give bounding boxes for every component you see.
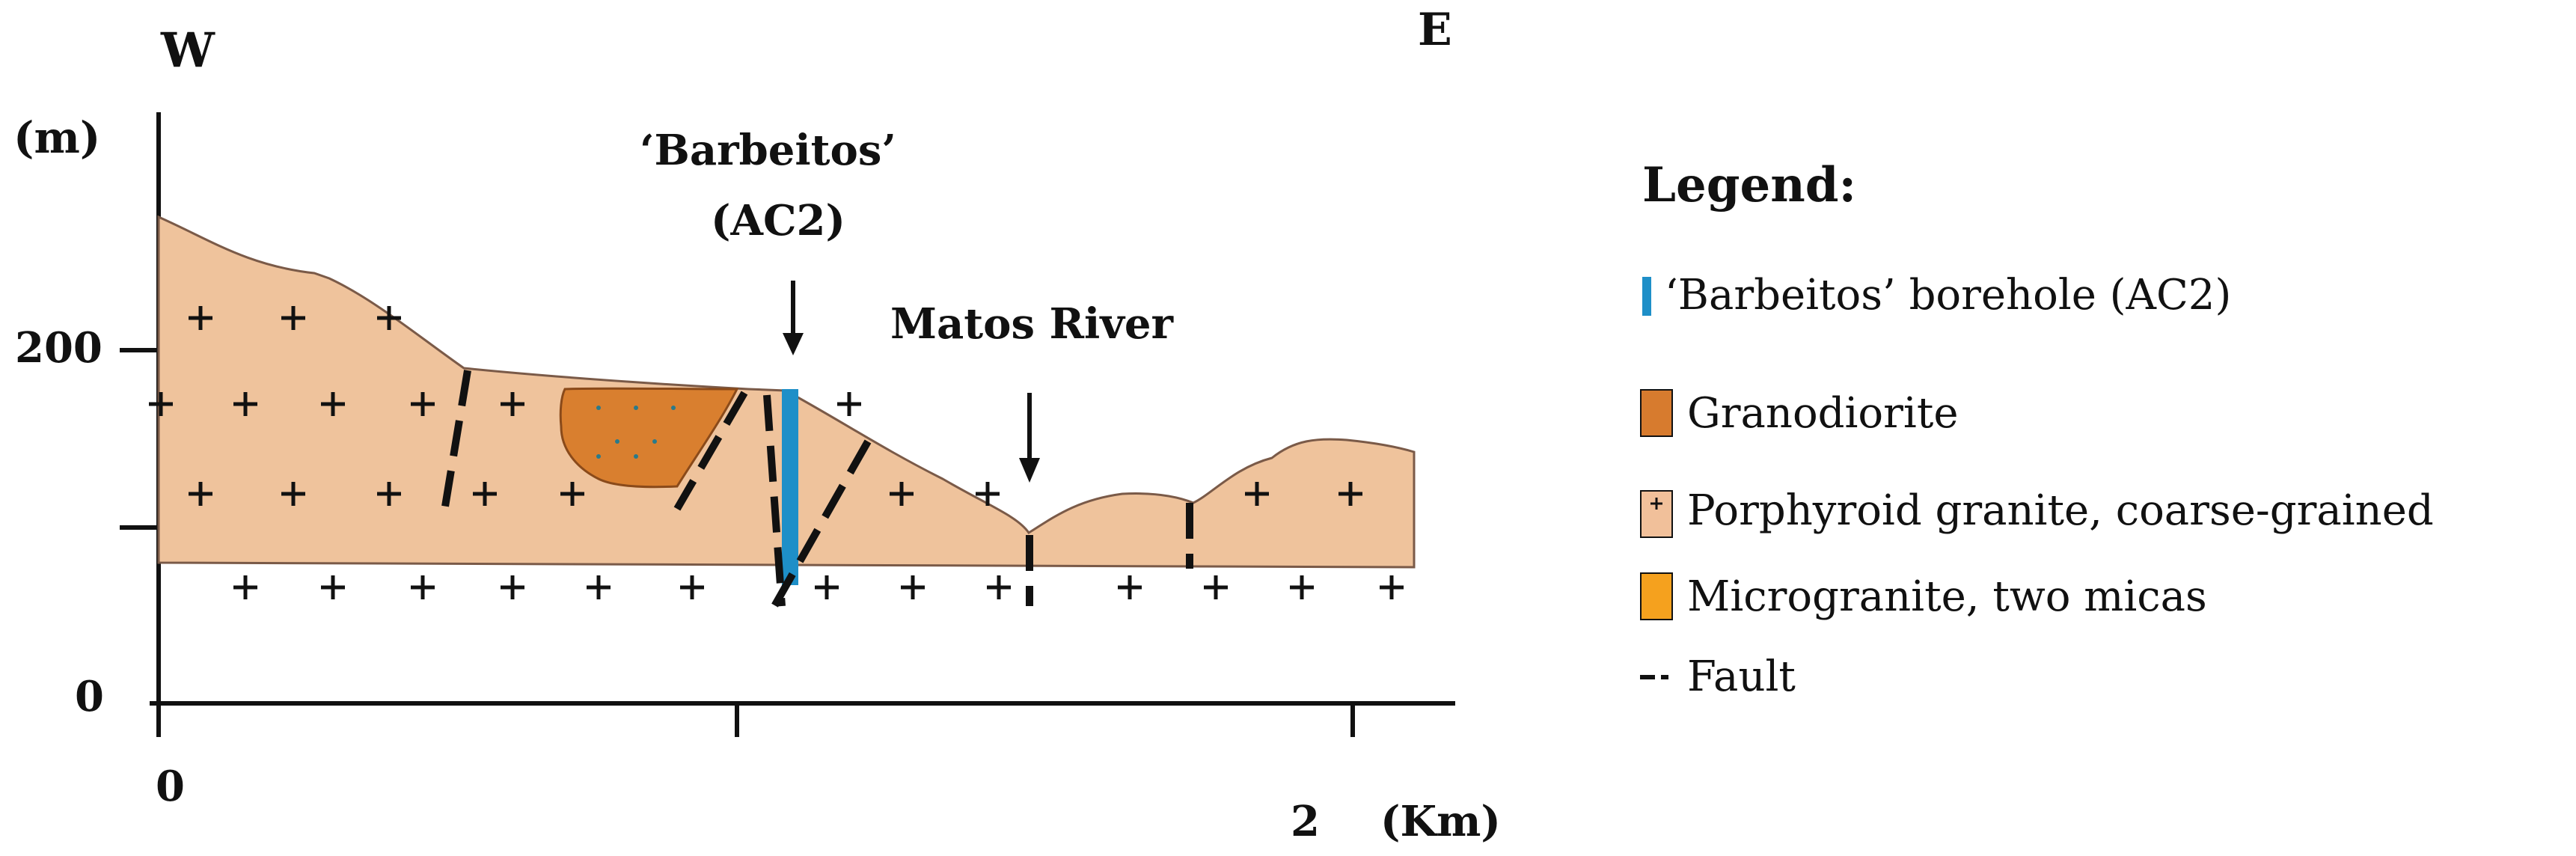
borehole-code-label: (AC2) — [711, 196, 845, 245]
granite-cross — [321, 392, 345, 416]
granite-cross — [1204, 575, 1228, 599]
borehole-bar — [782, 389, 798, 585]
granite-cross — [560, 482, 584, 506]
granite-cross — [837, 392, 861, 416]
granite-cross — [1290, 575, 1314, 599]
granite-cross — [890, 482, 914, 506]
x-tick-0: 0 — [156, 762, 185, 811]
granite-cross — [321, 575, 345, 599]
borehole-name-label: ‘Barbeitos’ — [640, 126, 896, 175]
fault-1 — [439, 370, 471, 521]
legend-swatch-granite — [1640, 490, 1673, 538]
granite-cross-pattern — [149, 306, 1404, 599]
y-tick-0: 0 — [75, 672, 104, 721]
granite-cross — [377, 482, 401, 506]
legend-swatch-borehole — [1642, 277, 1651, 316]
granite-cross — [976, 482, 1000, 506]
granite-cross — [281, 306, 305, 330]
river-label: Matos River — [890, 299, 1173, 349]
granite-cross — [1380, 575, 1404, 599]
fault-2 — [673, 391, 748, 511]
granodiorite-dot — [634, 454, 638, 459]
granite-cross — [377, 306, 401, 330]
granite-cross — [149, 392, 173, 416]
granite-cross — [473, 482, 497, 506]
granite-cross — [1339, 482, 1362, 506]
granite-cross — [987, 575, 1011, 599]
granite-cross — [233, 575, 257, 599]
fault-lines — [439, 370, 1193, 608]
legend-label-granodiorite: Granodiorite — [1687, 389, 1959, 438]
legend-label-fault: Fault — [1687, 652, 1796, 701]
borehole-arrow — [783, 281, 804, 355]
granodiorite-dot — [634, 406, 638, 410]
x-axis-unit: (Km) — [1380, 797, 1501, 846]
granite-cross — [1118, 575, 1142, 599]
fault-3 — [763, 394, 786, 607]
granite-cross — [411, 392, 435, 416]
legend-title: Legend: — [1642, 157, 1857, 213]
y-tick-200: 200 — [15, 323, 103, 373]
east-label: E — [1418, 4, 1452, 56]
granite-cross — [815, 575, 839, 599]
granodiorite-dot — [596, 454, 601, 459]
granodiorite-dot — [615, 439, 619, 444]
legend-swatch-microgranite — [1640, 572, 1673, 620]
legend-label-microgranite: Microgranite, two micas — [1687, 572, 2207, 621]
granite-cross — [1245, 482, 1269, 506]
river-arrow — [1019, 393, 1040, 483]
legend-label-borehole: ‘Barbeitos’ borehole (AC2) — [1665, 271, 2232, 320]
granodiorite-body — [559, 387, 739, 489]
west-label: W — [161, 22, 215, 79]
granite-cross — [680, 575, 704, 599]
legend-swatch-granodiorite — [1640, 389, 1673, 437]
granite-cross — [189, 306, 212, 330]
fault-4 — [771, 439, 872, 608]
y-axis-unit: (m) — [13, 112, 101, 163]
granodiorite-dot — [671, 406, 676, 410]
granite-cross — [233, 392, 257, 416]
granite-cross — [411, 575, 435, 599]
granite-cross — [501, 575, 524, 599]
granite-cross — [281, 482, 305, 506]
granite-cross — [189, 482, 212, 506]
x-tick-2: 2 — [1291, 797, 1320, 846]
granodiorite-dot — [596, 406, 601, 410]
granite-cross — [587, 575, 611, 599]
granite-cross — [901, 575, 925, 599]
granodiorite-dot — [652, 439, 657, 444]
legend-swatch-fault — [1640, 675, 1668, 679]
legend-label-granite: Porphyroid granite, coarse-grained — [1687, 486, 2434, 535]
granite-cross — [501, 392, 524, 416]
